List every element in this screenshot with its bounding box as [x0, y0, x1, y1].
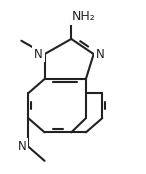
Text: N: N: [34, 48, 43, 61]
Text: N: N: [18, 140, 27, 153]
Text: NH₂: NH₂: [71, 10, 95, 23]
Text: N: N: [95, 48, 104, 61]
